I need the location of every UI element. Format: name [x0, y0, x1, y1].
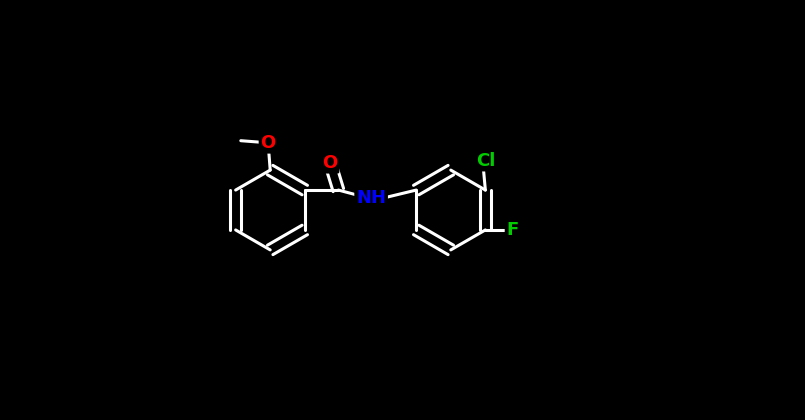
- Text: Cl: Cl: [476, 152, 495, 170]
- Text: F: F: [506, 221, 518, 239]
- Text: O: O: [322, 154, 337, 172]
- Text: NH: NH: [356, 189, 386, 207]
- Text: O: O: [261, 134, 276, 152]
